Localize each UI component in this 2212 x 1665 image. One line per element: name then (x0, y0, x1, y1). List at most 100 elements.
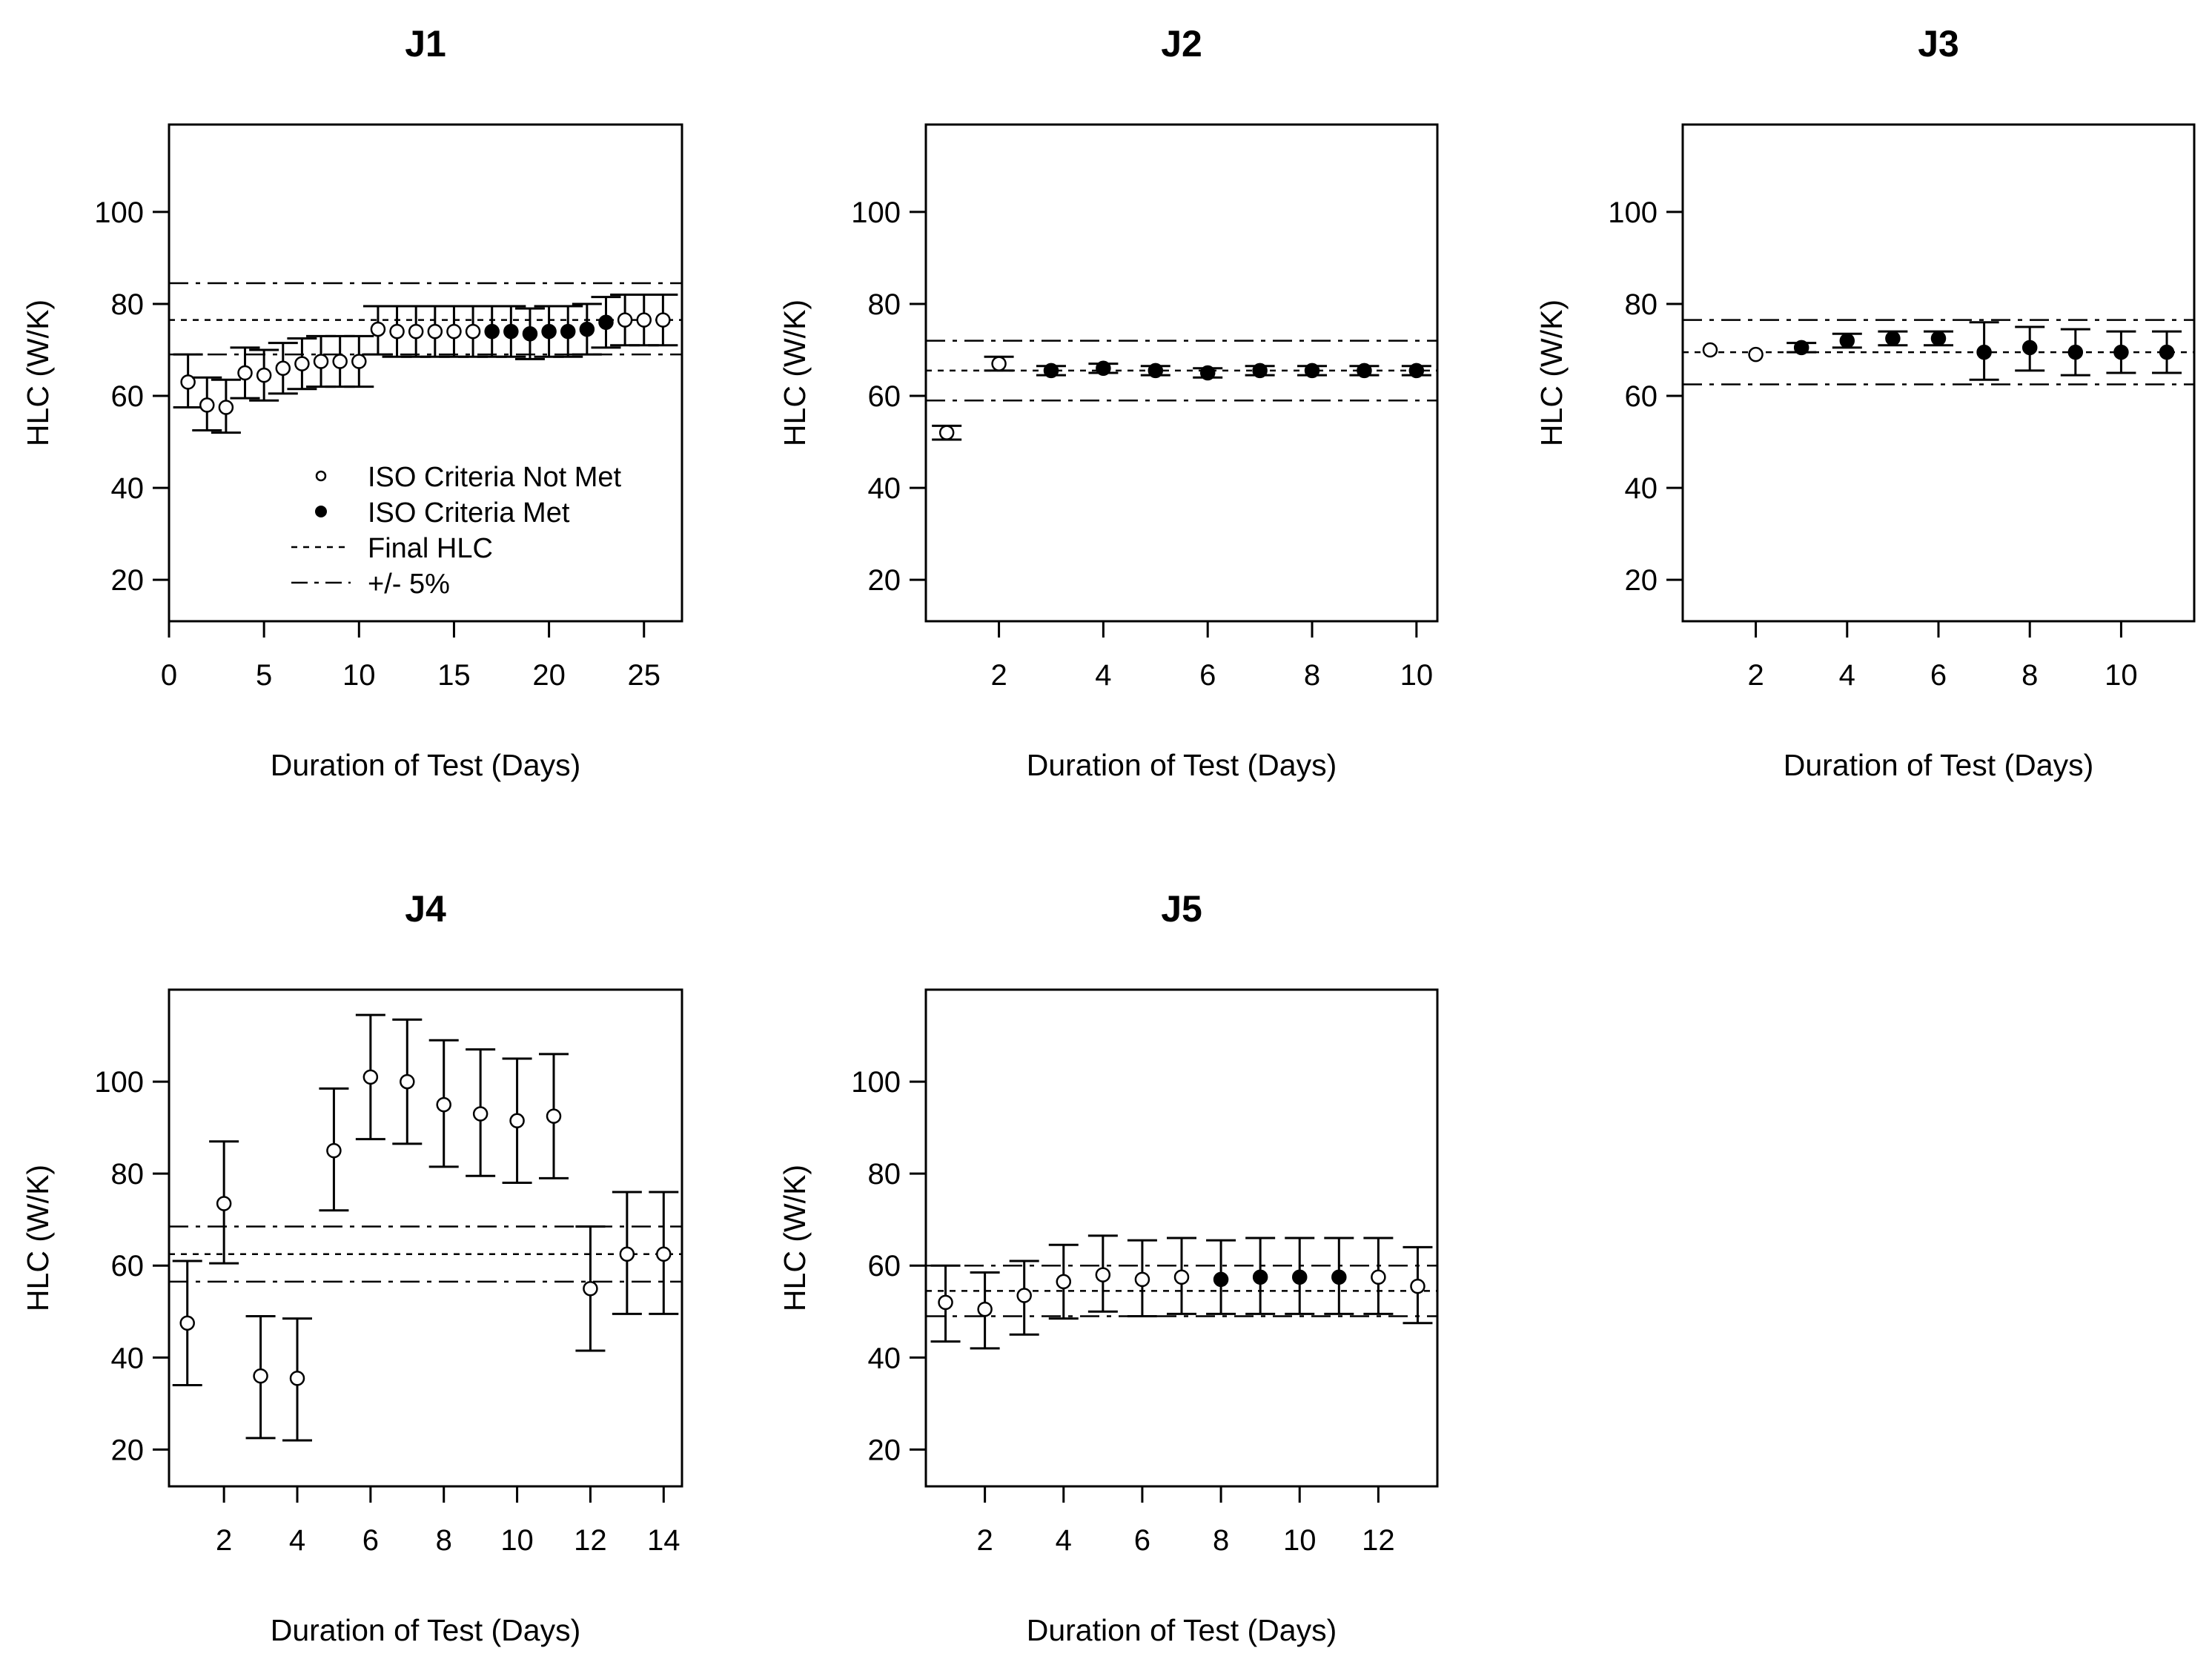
point-criteria-met (598, 314, 614, 331)
point-criteria-met (579, 321, 595, 337)
y-tick-label: 20 (868, 1434, 901, 1466)
legend-filled-marker (315, 506, 327, 517)
x-tick-label: 4 (1056, 1524, 1072, 1557)
y-tick-label: 100 (94, 196, 144, 229)
x-tick-label: 10 (2105, 659, 2138, 692)
x-tick-label: 4 (1839, 659, 1855, 692)
point-criteria-met (1331, 1269, 1347, 1285)
point-criteria-not-met (400, 1073, 415, 1090)
y-tick-label: 60 (1625, 380, 1658, 413)
panel-j1: J1 20 40 60 80 100 0 5 10 15 20 25 Duration of Test … (21, 23, 683, 782)
x-tick-label: 10 (500, 1524, 534, 1557)
point-criteria-met (1252, 1269, 1268, 1285)
point-criteria-met (1213, 1271, 1229, 1288)
point-criteria-not-met (326, 1142, 342, 1159)
y-tick-label: 80 (111, 1158, 145, 1191)
y-tick-label: 40 (868, 472, 901, 505)
point-criteria-met (1148, 363, 1164, 379)
panel-title: J3 (1918, 23, 1959, 64)
y-tick-label: 80 (868, 1158, 901, 1191)
point-criteria-not-met (253, 1368, 268, 1384)
x-tick-label: 20 (532, 659, 566, 692)
x-tick-label: 10 (342, 659, 376, 692)
y-tick-label: 100 (94, 1066, 144, 1099)
y-axis-label: HLC (W/K) (1534, 299, 1569, 446)
point-criteria-not-met (465, 323, 481, 340)
point-criteria-not-met (289, 1370, 305, 1386)
point-criteria-met (1793, 340, 1809, 356)
plot-frame (168, 123, 683, 623)
x-tick-label: 4 (289, 1524, 305, 1557)
point-criteria-met (2113, 344, 2129, 360)
point-criteria-not-met (256, 367, 272, 383)
point-criteria-not-met (1371, 1269, 1386, 1285)
point-criteria-not-met (389, 323, 405, 340)
point-criteria-not-met (583, 1280, 598, 1297)
panel-j4: J4 20 40 60 80 100 2 4 6 8 10 12 14 Duration of Test … (21, 888, 683, 1647)
y-tick-label: 100 (1608, 196, 1658, 229)
x-tick-label: 6 (362, 1524, 379, 1557)
x-tick-label: 2 (216, 1524, 232, 1557)
y-tick-label: 20 (111, 564, 145, 597)
point-criteria-met (1976, 344, 1992, 360)
x-tick-label: 6 (1930, 659, 1947, 692)
point-criteria-not-met (472, 1106, 489, 1122)
plot-frame (168, 988, 683, 1488)
point-criteria-not-met (427, 323, 443, 340)
point-criteria-met (1930, 331, 1947, 346)
y-tick-label: 80 (868, 288, 901, 321)
point-criteria-not-met (436, 1096, 451, 1113)
y-tick-label: 40 (1625, 472, 1658, 505)
x-tick-label: 5 (256, 659, 272, 692)
panel-title: J2 (1161, 23, 1202, 64)
panel-j5: J5 20 40 60 80 100 2 4 6 8 10 12 Duration of Test (D… (778, 888, 1439, 1647)
panel-j2: J2 20 40 60 80 100 2 4 6 8 10 Duration of Test (Day… (778, 23, 1439, 782)
point-criteria-met (1043, 363, 1059, 379)
x-tick-label: 2 (1747, 659, 1764, 692)
y-tick-label: 60 (868, 380, 901, 413)
panel-title: J5 (1161, 888, 1202, 930)
x-tick-label: 6 (1199, 659, 1216, 692)
legend-label: Final HLC (368, 533, 493, 564)
x-tick-label: 2 (990, 659, 1007, 692)
point-criteria-not-met (1056, 1274, 1072, 1290)
point-criteria-not-met (275, 360, 291, 377)
point-criteria-not-met (636, 312, 652, 328)
legend-label: ISO Criteria Not Met (368, 462, 622, 493)
plot-frame (924, 123, 1439, 623)
point-criteria-not-met (1016, 1288, 1032, 1303)
y-axis-label: HLC (W/K) (21, 1165, 55, 1311)
x-tick-label: 4 (1095, 659, 1111, 692)
point-criteria-met (2021, 340, 2038, 356)
point-criteria-not-met (370, 321, 386, 337)
point-criteria-not-met (351, 354, 367, 369)
point-criteria-not-met (408, 323, 424, 340)
point-criteria-not-met (656, 1246, 672, 1262)
point-criteria-not-met (546, 1108, 562, 1124)
point-criteria-met (1252, 363, 1268, 379)
y-tick-label: 60 (868, 1250, 901, 1282)
x-tick-label: 8 (1304, 659, 1320, 692)
point-criteria-not-met (216, 1196, 232, 1211)
x-tick-label: 0 (161, 659, 177, 692)
point-criteria-not-met (1702, 342, 1718, 358)
x-axis-label: Duration of Test (Days) (271, 748, 581, 782)
x-tick-label: 12 (574, 1524, 607, 1557)
legend: ISO Criteria Not Met ISO Criteria Met Fina… (291, 462, 622, 600)
point-criteria-not-met (313, 354, 329, 369)
point-criteria-not-met (509, 1113, 525, 1129)
point-criteria-not-met (180, 374, 196, 390)
point-criteria-not-met (446, 323, 462, 340)
x-tick-label: 25 (627, 659, 660, 692)
x-tick-label: 15 (437, 659, 471, 692)
x-axis-label: Duration of Test (Days) (271, 1613, 581, 1647)
y-axis-label: HLC (W/K) (21, 299, 55, 446)
point-criteria-not-met (655, 312, 671, 328)
point-criteria-not-met (617, 312, 633, 328)
point-criteria-not-met (199, 397, 215, 413)
point-criteria-not-met (1095, 1267, 1111, 1282)
point-criteria-met (1291, 1269, 1308, 1285)
x-tick-label: 14 (647, 1524, 681, 1557)
point-criteria-not-met (1173, 1269, 1190, 1285)
